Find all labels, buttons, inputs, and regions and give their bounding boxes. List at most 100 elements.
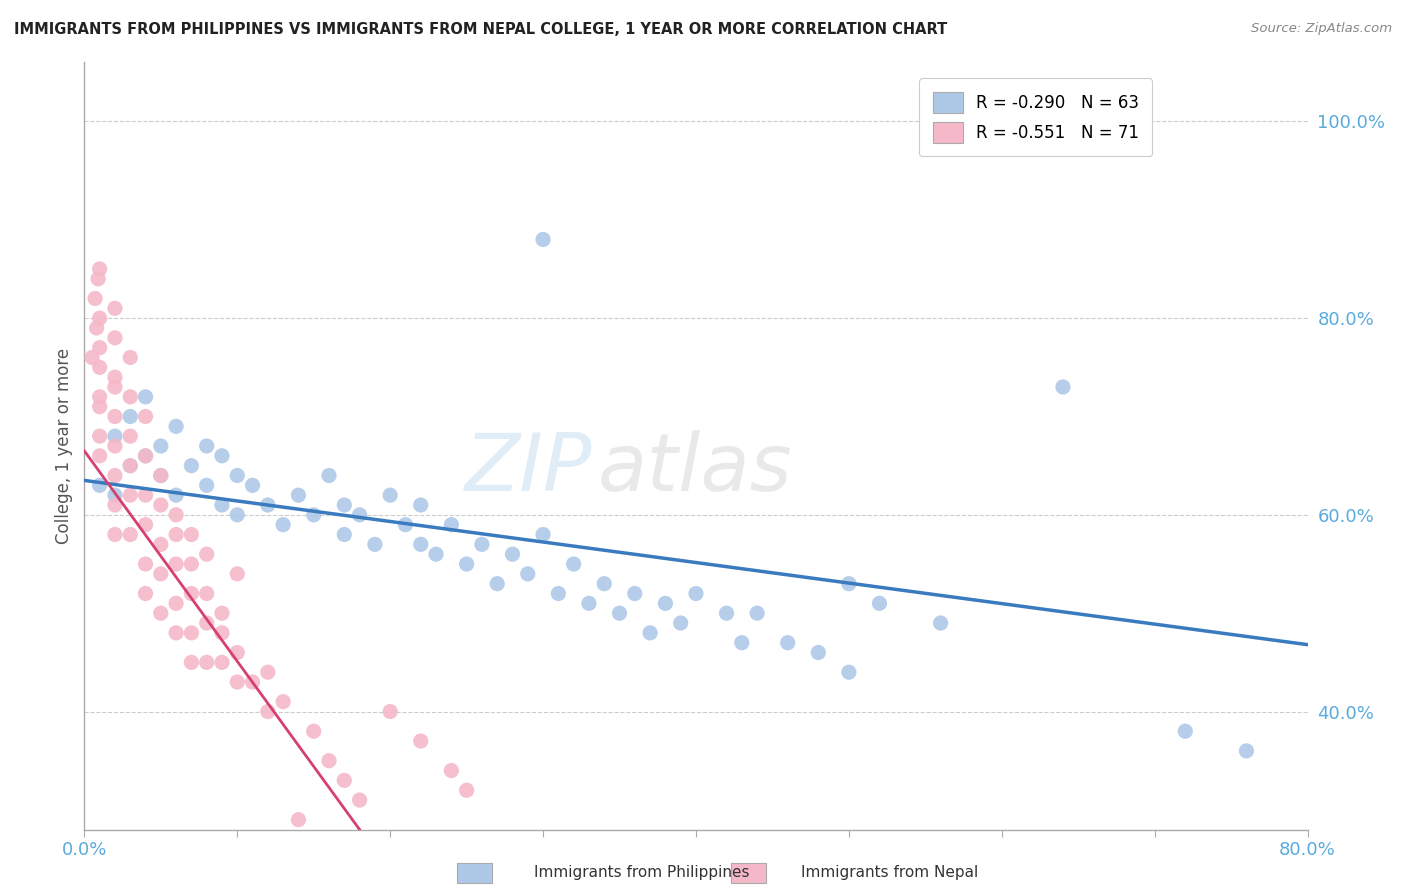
Point — [257, 705, 280, 719]
Text: Immigrants from Philippines: Immigrants from Philippines — [534, 865, 749, 880]
Point — [364, 537, 387, 551]
Point — [149, 439, 172, 453]
Point — [165, 625, 187, 640]
Point — [104, 409, 127, 424]
Point — [747, 606, 769, 620]
Point — [135, 449, 157, 463]
Point — [211, 656, 233, 670]
Point — [104, 527, 127, 541]
Point — [120, 390, 142, 404]
Point — [318, 468, 340, 483]
Point — [165, 557, 187, 571]
Point — [869, 596, 891, 610]
Point — [456, 783, 478, 797]
Point — [149, 537, 172, 551]
Point — [180, 656, 202, 670]
Text: ZIP: ZIP — [464, 430, 592, 508]
Point — [120, 458, 142, 473]
Point — [226, 675, 249, 690]
Point — [242, 478, 264, 492]
Point — [120, 429, 142, 443]
Point — [135, 517, 157, 532]
Point — [149, 468, 172, 483]
Point — [84, 292, 107, 306]
Point — [135, 449, 157, 463]
Legend: R = -0.290   N = 63, R = -0.551   N = 71: R = -0.290 N = 63, R = -0.551 N = 71 — [920, 78, 1153, 156]
Point — [86, 321, 108, 335]
Point — [409, 537, 432, 551]
Point — [409, 498, 432, 512]
Point — [104, 380, 127, 394]
Point — [120, 527, 142, 541]
Point — [624, 586, 647, 600]
Point — [180, 527, 202, 541]
Point — [165, 527, 187, 541]
Point — [654, 596, 676, 610]
Point — [409, 734, 432, 748]
Point — [180, 557, 202, 571]
Y-axis label: College, 1 year or more: College, 1 year or more — [55, 348, 73, 544]
Point — [104, 498, 127, 512]
Point — [120, 409, 142, 424]
Point — [1174, 724, 1197, 739]
Point — [547, 586, 569, 600]
Point — [195, 656, 218, 670]
Point — [349, 793, 371, 807]
Point — [380, 488, 402, 502]
Point — [195, 478, 218, 492]
Point — [302, 724, 325, 739]
Point — [165, 488, 187, 502]
Point — [165, 596, 187, 610]
Point — [135, 390, 157, 404]
Point — [531, 232, 554, 246]
Text: Immigrants from Nepal: Immigrants from Nepal — [801, 865, 979, 880]
Point — [287, 813, 309, 827]
Point — [242, 675, 264, 690]
Point — [211, 625, 233, 640]
Point — [380, 705, 402, 719]
Point — [89, 429, 111, 443]
Point — [440, 517, 463, 532]
Point — [165, 508, 187, 522]
Point — [731, 636, 754, 650]
Point — [486, 576, 509, 591]
Point — [80, 351, 103, 365]
Point — [578, 596, 600, 610]
Point — [807, 646, 830, 660]
Point — [716, 606, 738, 620]
Point — [333, 773, 356, 788]
Point — [638, 625, 661, 640]
Point — [149, 498, 172, 512]
Point — [165, 419, 187, 434]
Point — [1052, 380, 1074, 394]
Point — [226, 508, 249, 522]
Point — [1236, 744, 1258, 758]
Point — [211, 449, 233, 463]
Point — [685, 586, 707, 600]
Point — [195, 615, 218, 630]
Point — [394, 517, 416, 532]
Point — [87, 272, 110, 286]
Point — [120, 351, 142, 365]
Point — [226, 566, 249, 581]
Point — [104, 429, 127, 443]
Point — [195, 547, 218, 561]
Point — [89, 262, 111, 277]
Point — [180, 625, 202, 640]
Point — [89, 478, 111, 492]
Point — [929, 615, 952, 630]
Text: Source: ZipAtlas.com: Source: ZipAtlas.com — [1251, 22, 1392, 36]
Point — [104, 301, 127, 316]
Point — [89, 449, 111, 463]
Point — [149, 468, 172, 483]
Point — [271, 695, 294, 709]
Point — [135, 409, 157, 424]
Point — [89, 390, 111, 404]
Point — [318, 754, 340, 768]
Point — [135, 488, 157, 502]
Point — [609, 606, 631, 620]
Point — [195, 439, 218, 453]
Point — [516, 566, 538, 581]
Point — [271, 517, 294, 532]
Point — [104, 488, 127, 502]
